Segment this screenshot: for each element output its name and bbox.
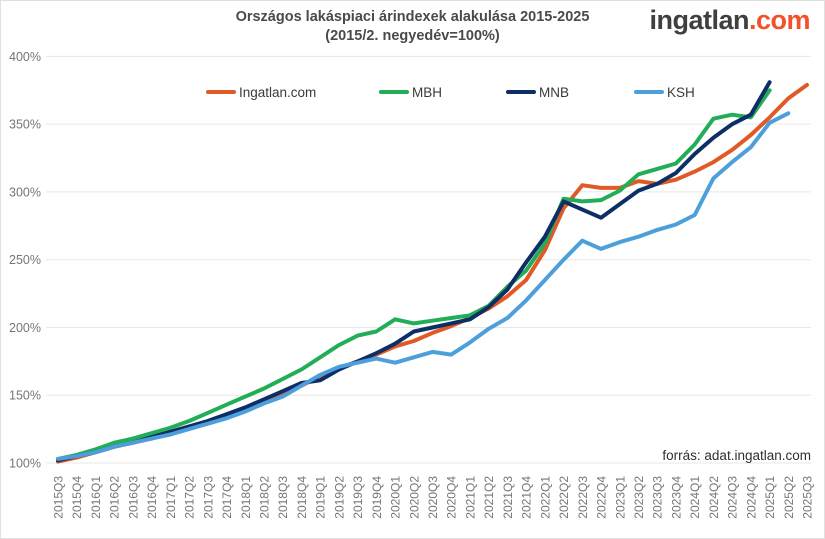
svg-text:2020Q2: 2020Q2 [407, 476, 421, 519]
svg-text:2023Q3: 2023Q3 [651, 476, 665, 519]
svg-text:2018Q2: 2018Q2 [257, 476, 271, 519]
svg-text:2016Q3: 2016Q3 [126, 476, 140, 519]
svg-text:2015Q3: 2015Q3 [52, 476, 66, 519]
svg-text:2020Q4: 2020Q4 [445, 476, 459, 519]
svg-text:2017Q4: 2017Q4 [220, 476, 234, 519]
svg-text:2022Q2: 2022Q2 [557, 476, 571, 519]
svg-text:2024Q3: 2024Q3 [726, 476, 740, 519]
svg-text:2024Q4: 2024Q4 [744, 476, 758, 519]
svg-text:2021Q3: 2021Q3 [501, 476, 515, 519]
legend-swatch-ksh [634, 90, 664, 94]
svg-text:2019Q1: 2019Q1 [314, 476, 328, 519]
svg-text:2021Q1: 2021Q1 [463, 476, 477, 519]
svg-text:2018Q1: 2018Q1 [239, 476, 253, 519]
svg-text:2022Q3: 2022Q3 [576, 476, 590, 519]
svg-text:2024Q2: 2024Q2 [707, 476, 721, 519]
svg-text:2022Q4: 2022Q4 [595, 476, 609, 519]
svg-text:2023Q2: 2023Q2 [632, 476, 646, 519]
svg-text:2017Q1: 2017Q1 [164, 476, 178, 519]
svg-text:250%: 250% [9, 253, 41, 267]
svg-text:2019Q4: 2019Q4 [370, 476, 384, 519]
svg-text:100%: 100% [9, 457, 41, 471]
legend-item-ksh: KSH [634, 84, 695, 100]
legend-label-ingatlan: Ingatlan.com [239, 84, 317, 100]
svg-text:2024Q1: 2024Q1 [688, 476, 702, 519]
legend-item-mnb: MNB [506, 84, 569, 100]
legend-item-mbh: MBH [379, 84, 442, 100]
chart-title-line2: (2015/2. negyedév=100%) [325, 28, 500, 44]
legend-label-ksh: KSH [667, 84, 695, 100]
legend-swatch-ingatlan [206, 90, 236, 94]
legend-item-ingatlan: Ingatlan.com [206, 84, 317, 100]
svg-text:2018Q3: 2018Q3 [276, 476, 290, 519]
logo-text-ingatlan: ingatlan [649, 5, 749, 35]
svg-text:2015Q4: 2015Q4 [70, 476, 84, 519]
svg-text:350%: 350% [9, 118, 41, 132]
ingatlan-logo: ingatlan.com [649, 4, 810, 36]
svg-text:2016Q4: 2016Q4 [145, 476, 159, 519]
svg-text:150%: 150% [9, 389, 41, 403]
svg-text:2016Q2: 2016Q2 [108, 476, 122, 519]
source-caption: forrás: adat.ingatlan.com [662, 448, 811, 463]
svg-text:2019Q2: 2019Q2 [332, 476, 346, 519]
svg-text:2019Q3: 2019Q3 [351, 476, 365, 519]
svg-text:2025Q1: 2025Q1 [763, 476, 777, 519]
svg-text:2023Q4: 2023Q4 [669, 476, 683, 519]
svg-text:2020Q1: 2020Q1 [389, 476, 403, 519]
svg-text:2021Q4: 2021Q4 [520, 476, 534, 519]
legend-label-mbh: MBH [412, 84, 442, 100]
svg-text:2025Q2: 2025Q2 [782, 476, 796, 519]
svg-text:400%: 400% [9, 50, 41, 64]
legend-swatch-mnb [506, 90, 536, 94]
legend-label-mnb: MNB [539, 84, 569, 100]
svg-text:2017Q2: 2017Q2 [183, 476, 197, 519]
logo-text-com: .com [748, 5, 811, 35]
svg-text:300%: 300% [9, 185, 41, 199]
svg-text:2020Q3: 2020Q3 [426, 476, 440, 519]
svg-text:2017Q3: 2017Q3 [201, 476, 215, 519]
chart-title-line1: Országos lakáspiaci árindexek alakulása … [235, 9, 590, 25]
legend-swatch-mbh [379, 90, 409, 94]
svg-text:2016Q1: 2016Q1 [89, 476, 103, 519]
chart-title: Országos lakáspiaci árindexek alakulása … [1, 8, 824, 46]
svg-text:2025Q3: 2025Q3 [801, 476, 815, 519]
svg-text:2023Q1: 2023Q1 [613, 476, 627, 519]
svg-text:2021Q2: 2021Q2 [482, 476, 496, 519]
svg-text:200%: 200% [9, 321, 41, 335]
svg-text:2018Q4: 2018Q4 [295, 476, 309, 519]
svg-text:2022Q1: 2022Q1 [538, 476, 552, 519]
